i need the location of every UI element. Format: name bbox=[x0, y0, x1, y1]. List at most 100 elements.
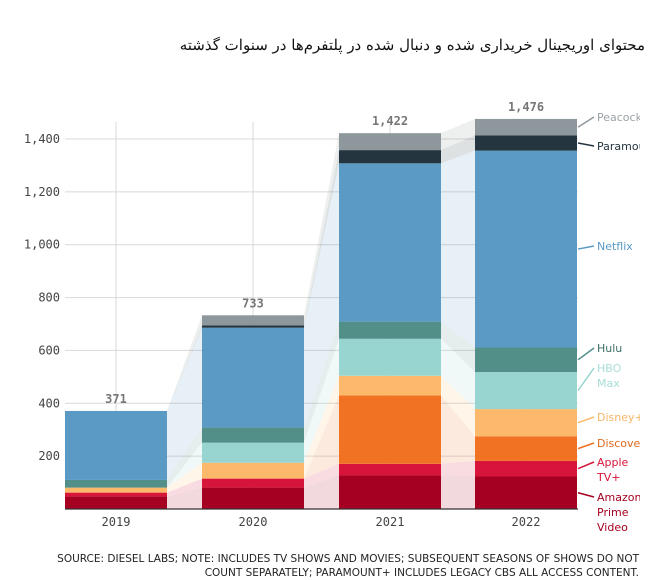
bar-segment-discovery-2021 bbox=[339, 395, 441, 464]
series-label-peacock: Peacock bbox=[597, 111, 643, 124]
bar-segment-apple-tv--2022 bbox=[475, 460, 577, 477]
bar-segment-amazon-prime-video-2020 bbox=[202, 487, 304, 509]
ribbon-hbo-max bbox=[167, 442, 202, 488]
bar-segment-netflix-2020 bbox=[202, 327, 304, 428]
bar-segment-hulu-2019 bbox=[65, 479, 167, 488]
label-leader-line bbox=[577, 367, 595, 392]
ribbon-discovery bbox=[304, 395, 339, 479]
ribbon-hbo-max bbox=[441, 338, 475, 410]
source-line-2: COUNT SEPARATELY; PARAMOUNT+ INCLUDES LE… bbox=[204, 567, 639, 579]
series-label-paramount-: Paramount bbox=[597, 140, 653, 153]
bar-segment-peacock-2022 bbox=[475, 118, 577, 136]
bar-segment-amazon-prime-video-2022 bbox=[475, 476, 577, 509]
ribbon-hbo-max bbox=[304, 338, 339, 463]
source-line-1: SOURCE: DIESEL LABS; NOTE: INCLUDES TV S… bbox=[57, 553, 639, 565]
series-labels: Amazon Prime Video Apple TV+ Discovery Disney+… bbox=[577, 111, 653, 534]
bar-segment-hulu-2022 bbox=[475, 347, 577, 373]
label-leader-line bbox=[577, 492, 595, 498]
ribbon-disney- bbox=[304, 375, 339, 479]
y-tick-label: 1,000 bbox=[24, 238, 60, 252]
label-leader-line bbox=[577, 347, 595, 361]
ribbon-peacock bbox=[167, 315, 202, 411]
ribbon-hulu bbox=[304, 321, 339, 443]
bar-total-label: 371 bbox=[105, 392, 127, 406]
y-tick-label: 1,400 bbox=[24, 132, 60, 146]
bar-segment-disney--2019 bbox=[65, 487, 167, 493]
ribbon-disney- bbox=[441, 375, 475, 437]
series-label-netflix: Netflix bbox=[597, 240, 633, 253]
series-label-amazon-prime-video: Amazon bbox=[597, 491, 641, 504]
ribbon-apple-tv- bbox=[441, 460, 475, 477]
ribbon-amazon-prime-video bbox=[441, 475, 475, 509]
ribbon-peacock bbox=[441, 118, 475, 151]
bar-segment-disney--2022 bbox=[475, 409, 577, 437]
ribbon-hulu bbox=[441, 321, 475, 373]
x-tick-label: 2020 bbox=[239, 515, 268, 529]
label-leader-line bbox=[577, 442, 595, 450]
x-tick-label: 2019 bbox=[102, 515, 131, 529]
bar-segment-paramount--2020 bbox=[202, 325, 304, 328]
bar-segment-hbo-max-2020 bbox=[202, 442, 304, 463]
series-label-hbo-max: Max bbox=[597, 377, 620, 390]
label-leader-line bbox=[577, 142, 595, 147]
bar-segment-netflix-2019 bbox=[65, 410, 167, 480]
bar-segment-peacock-2021 bbox=[339, 133, 441, 151]
label-leader-line bbox=[577, 461, 595, 470]
source-note: SOURCE: DIESEL LABS; NOTE: INCLUDES TV S… bbox=[57, 552, 639, 580]
ribbon-netflix bbox=[304, 163, 339, 428]
ribbon-apple-tv- bbox=[167, 478, 202, 497]
bar-segment-hbo-max-2021 bbox=[339, 338, 441, 376]
series-label-apple-tv-: Apple bbox=[597, 456, 629, 469]
series-label-amazon-prime-video: Video bbox=[597, 521, 628, 534]
bar-segment-amazon-prime-video-2021 bbox=[339, 475, 441, 509]
y-tick-label: 1,200 bbox=[24, 185, 60, 199]
series-label-hbo-max: HBO bbox=[597, 362, 622, 375]
y-tick-label: 200 bbox=[38, 449, 60, 463]
ribbon-paramount- bbox=[441, 135, 475, 164]
x-tick-label: 2021 bbox=[376, 515, 405, 529]
series-label-amazon-prime-video: Prime bbox=[597, 506, 629, 519]
bars bbox=[65, 118, 577, 509]
y-tick-label: 400 bbox=[38, 396, 60, 410]
series-label-discovery: Discovery bbox=[597, 437, 652, 450]
y-tick-label: 800 bbox=[38, 291, 60, 305]
ribbon-amazon-prime-video bbox=[304, 475, 339, 509]
bar-segment-hulu-2020 bbox=[202, 427, 304, 443]
chart-title: محتوای اوریجینال خریداری شده و دنبال شده… bbox=[179, 36, 645, 54]
x-tick-label: 2022 bbox=[512, 515, 541, 529]
ribbon-netflix bbox=[441, 150, 475, 348]
bar-segment-disney--2020 bbox=[202, 462, 304, 479]
bar-segment-hbo-max-2022 bbox=[475, 372, 577, 410]
label-leader-line bbox=[577, 416, 595, 424]
ribbon-peacock bbox=[304, 133, 339, 326]
axes: 200 400 600 800 1,000 1,200 1,400 371 2019 733 202… bbox=[24, 100, 578, 529]
bar-segment-disney--2021 bbox=[339, 375, 441, 396]
bar-segment-paramount--2021 bbox=[339, 150, 441, 164]
ribbon-paramount- bbox=[167, 325, 202, 411]
bar-total-label: 733 bbox=[242, 296, 264, 310]
bar-segment-apple-tv--2021 bbox=[339, 463, 441, 476]
ribbon-discovery bbox=[441, 395, 475, 464]
ribbon-netflix bbox=[167, 327, 202, 480]
bar-segment-hulu-2021 bbox=[339, 321, 441, 339]
ribbon-hulu bbox=[167, 427, 202, 488]
ribbon-amazon-prime-video bbox=[167, 487, 202, 509]
bar-segment-paramount--2022 bbox=[475, 135, 577, 151]
connecting-ribbons bbox=[167, 118, 475, 509]
bar-total-label: 1,422 bbox=[372, 114, 408, 128]
ribbon-disney- bbox=[167, 462, 202, 493]
bar-total-label: 1,476 bbox=[508, 100, 544, 114]
label-leader-line bbox=[577, 116, 595, 128]
label-leader-line bbox=[577, 245, 595, 250]
series-label-disney-: Disney+ bbox=[597, 411, 644, 424]
series-label-apple-tv-: TV+ bbox=[596, 471, 620, 484]
bar-segment-netflix-2021 bbox=[339, 163, 441, 322]
bar-segment-apple-tv--2020 bbox=[202, 478, 304, 488]
bar-segment-discovery-2022 bbox=[475, 436, 577, 461]
series-label-hulu: Hulu bbox=[597, 342, 622, 355]
ribbon-paramount- bbox=[304, 150, 339, 328]
bar-segment-apple-tv--2019 bbox=[65, 492, 167, 497]
ribbon-apple-tv- bbox=[304, 463, 339, 488]
bar-segment-netflix-2022 bbox=[475, 150, 577, 348]
bar-segment-peacock-2020 bbox=[202, 315, 304, 326]
